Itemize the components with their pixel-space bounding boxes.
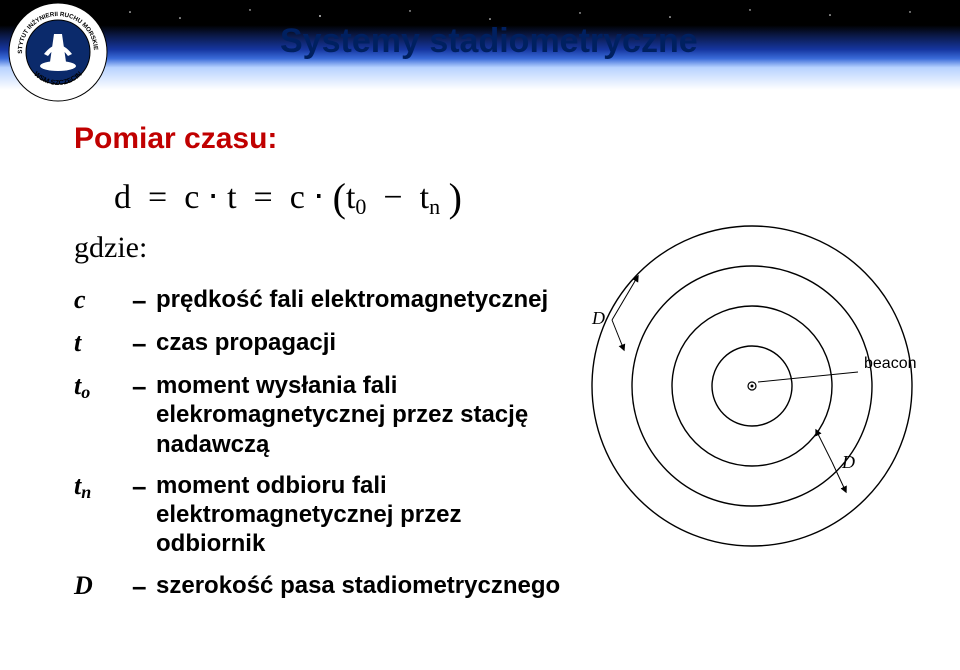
definition-symbol: D: [74, 565, 132, 608]
definition-dash: –: [132, 465, 156, 565]
definition-text: moment odbioru fali elektromagnetycznej …: [156, 465, 566, 565]
institute-seal-icon: INSTYTUT INŻYNIERII RUCHU MORSKIEGO WSM …: [8, 2, 108, 102]
formula-t0s: 0: [355, 194, 366, 219]
svg-text:beacon: beacon: [864, 355, 917, 372]
definition-row: t–czas propagacji: [74, 322, 566, 365]
slide-title: Systemy stadiometryczne: [280, 22, 698, 61]
svg-text:D: D: [591, 308, 605, 328]
formula-dot2: ⋅: [313, 179, 324, 216]
definition-text: czas propagacji: [156, 322, 566, 365]
definition-text: szerokość pasa stadiometrycznego: [156, 565, 566, 608]
definition-text: prędkość fali elektromagnetycznej: [156, 279, 566, 322]
formula-rpar: ): [449, 175, 462, 220]
formula-minus: −: [383, 179, 402, 216]
definition-row: tn–moment odbioru fali elektromagnetyczn…: [74, 465, 566, 565]
formula-tnb: t: [420, 179, 429, 216]
formula-eq: =: [148, 179, 167, 216]
definition-row: to–moment wysłania fali elekromagnetyczn…: [74, 365, 566, 465]
stadiometric-diagram: beacon D D: [580, 200, 940, 560]
formula-d: d: [114, 179, 131, 216]
formula-t: t: [227, 179, 236, 216]
definition-dash: –: [132, 279, 156, 322]
definition-symbol: t: [74, 322, 132, 365]
formula-eq2: =: [254, 179, 273, 216]
formula-tns: n: [429, 194, 440, 219]
formula-c2: c: [290, 179, 305, 216]
formula-dot: ⋅: [208, 179, 219, 216]
formula-c: c: [184, 179, 199, 216]
definition-symbol: c: [74, 279, 132, 322]
definition-row: D–szerokość pasa stadiometrycznego: [74, 565, 566, 608]
definition-dash: –: [132, 365, 156, 465]
formula-t0b: t: [346, 179, 355, 216]
definition-table: c–prędkość fali elektromagnetycznejt–cza…: [74, 279, 566, 608]
definition-symbol: to: [74, 365, 132, 465]
formula-lpar: (: [333, 175, 346, 220]
definition-dash: –: [132, 322, 156, 365]
svg-text:D: D: [841, 452, 855, 472]
definition-row: c–prędkość fali elektromagnetycznej: [74, 279, 566, 322]
definition-text: moment wysłania fali elekromagnetycznej …: [156, 365, 566, 465]
definition-dash: –: [132, 565, 156, 608]
definition-symbol: tn: [74, 465, 132, 565]
section-heading: Pomiar czasu:: [74, 122, 960, 156]
banner: INSTYTUT INŻYNIERII RUCHU MORSKIEGO WSM …: [0, 0, 960, 90]
